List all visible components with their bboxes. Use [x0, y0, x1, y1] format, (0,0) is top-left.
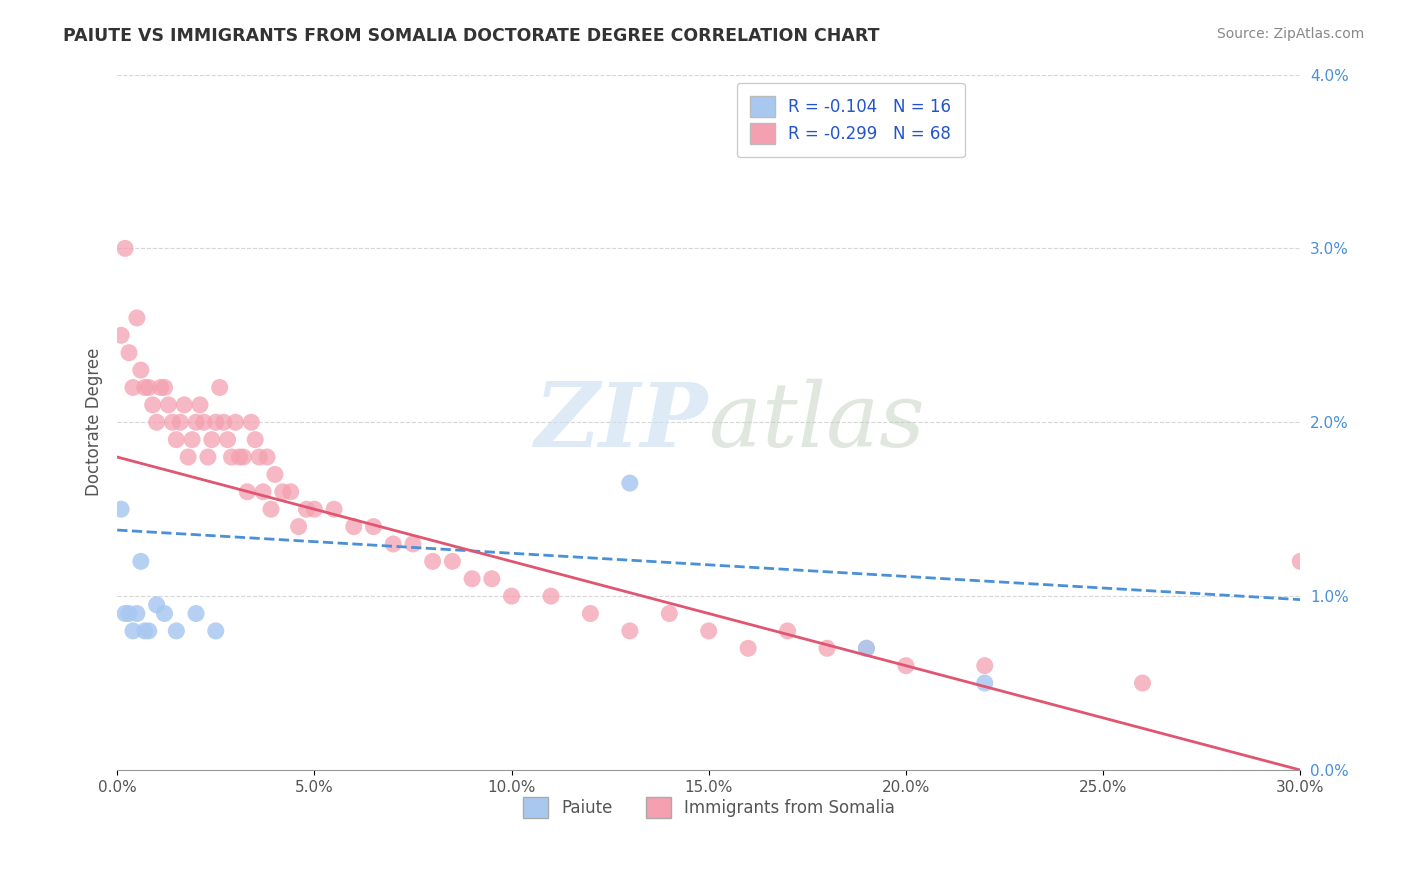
Point: [169, 415, 191, 429]
Point: [252, 484, 274, 499]
Point: [184, 607, 207, 621]
Point: [619, 624, 641, 638]
Point: [343, 519, 366, 533]
Point: [181, 433, 204, 447]
Point: [579, 607, 602, 621]
Point: [973, 676, 995, 690]
Point: [129, 363, 152, 377]
Point: [134, 624, 156, 638]
Point: [173, 398, 195, 412]
Point: [658, 607, 681, 621]
Point: [737, 641, 759, 656]
Point: [114, 607, 136, 621]
Point: [122, 624, 145, 638]
Point: [204, 624, 226, 638]
Point: [221, 450, 243, 464]
Point: [129, 554, 152, 568]
Point: [304, 502, 326, 516]
Point: [188, 398, 211, 412]
Y-axis label: Doctorate Degree: Doctorate Degree: [86, 348, 103, 497]
Point: [110, 502, 132, 516]
Point: [212, 415, 235, 429]
Point: [177, 450, 200, 464]
Point: [815, 641, 838, 656]
Point: [142, 398, 165, 412]
Point: [280, 484, 302, 499]
Point: [193, 415, 215, 429]
Point: [236, 484, 259, 499]
Text: atlas: atlas: [709, 379, 925, 466]
Point: [619, 476, 641, 491]
Point: [402, 537, 425, 551]
Point: [184, 415, 207, 429]
Point: [1132, 676, 1154, 690]
Point: [162, 415, 184, 429]
Point: [228, 450, 250, 464]
Point: [197, 450, 219, 464]
Point: [217, 433, 239, 447]
Point: [118, 607, 141, 621]
Point: [157, 398, 180, 412]
Point: [855, 641, 877, 656]
Point: [271, 484, 294, 499]
Point: [363, 519, 385, 533]
Point: [461, 572, 484, 586]
Point: [240, 415, 263, 429]
Point: [287, 519, 309, 533]
Point: [145, 598, 167, 612]
Point: [149, 380, 172, 394]
Point: [138, 380, 160, 394]
Point: [256, 450, 278, 464]
Point: [125, 310, 148, 325]
Point: [134, 380, 156, 394]
Point: [894, 658, 917, 673]
Point: [382, 537, 405, 551]
Point: [481, 572, 503, 586]
Point: [295, 502, 318, 516]
Point: [145, 415, 167, 429]
Point: [224, 415, 246, 429]
Point: [153, 607, 176, 621]
Point: [441, 554, 464, 568]
Point: [501, 589, 523, 603]
Point: [540, 589, 562, 603]
Point: [138, 624, 160, 638]
Point: [122, 380, 145, 394]
Point: [165, 624, 187, 638]
Point: [114, 241, 136, 255]
Point: [118, 345, 141, 359]
Point: [245, 433, 267, 447]
Text: ZIP: ZIP: [536, 379, 709, 466]
Legend: Paiute, Immigrants from Somalia: Paiute, Immigrants from Somalia: [516, 790, 901, 824]
Point: [973, 658, 995, 673]
Point: [697, 624, 720, 638]
Point: [204, 415, 226, 429]
Point: [125, 607, 148, 621]
Point: [323, 502, 346, 516]
Point: [110, 328, 132, 343]
Text: PAIUTE VS IMMIGRANTS FROM SOMALIA DOCTORATE DEGREE CORRELATION CHART: PAIUTE VS IMMIGRANTS FROM SOMALIA DOCTOR…: [63, 27, 880, 45]
Point: [232, 450, 254, 464]
Text: Source: ZipAtlas.com: Source: ZipAtlas.com: [1216, 27, 1364, 41]
Point: [247, 450, 270, 464]
Point: [1289, 554, 1312, 568]
Point: [153, 380, 176, 394]
Point: [855, 641, 877, 656]
Point: [776, 624, 799, 638]
Point: [165, 433, 187, 447]
Point: [260, 502, 283, 516]
Point: [422, 554, 444, 568]
Point: [264, 467, 287, 482]
Point: [208, 380, 231, 394]
Point: [201, 433, 224, 447]
